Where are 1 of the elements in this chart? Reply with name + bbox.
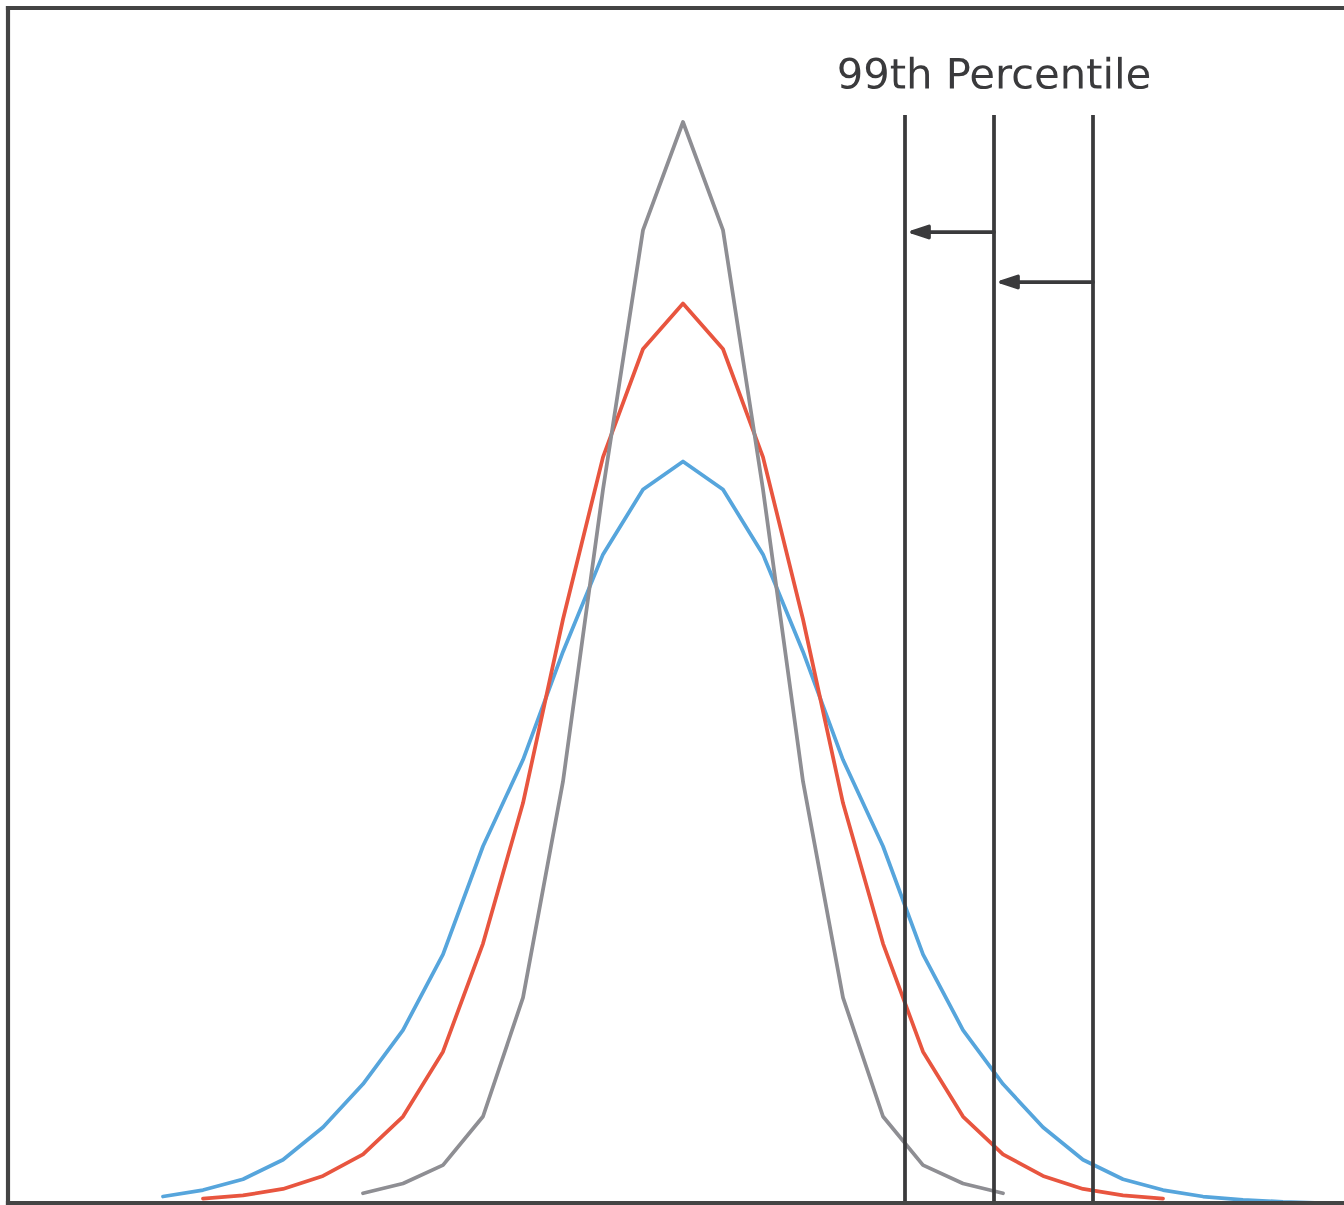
text: 99th Percentile (839, 56, 1150, 90)
